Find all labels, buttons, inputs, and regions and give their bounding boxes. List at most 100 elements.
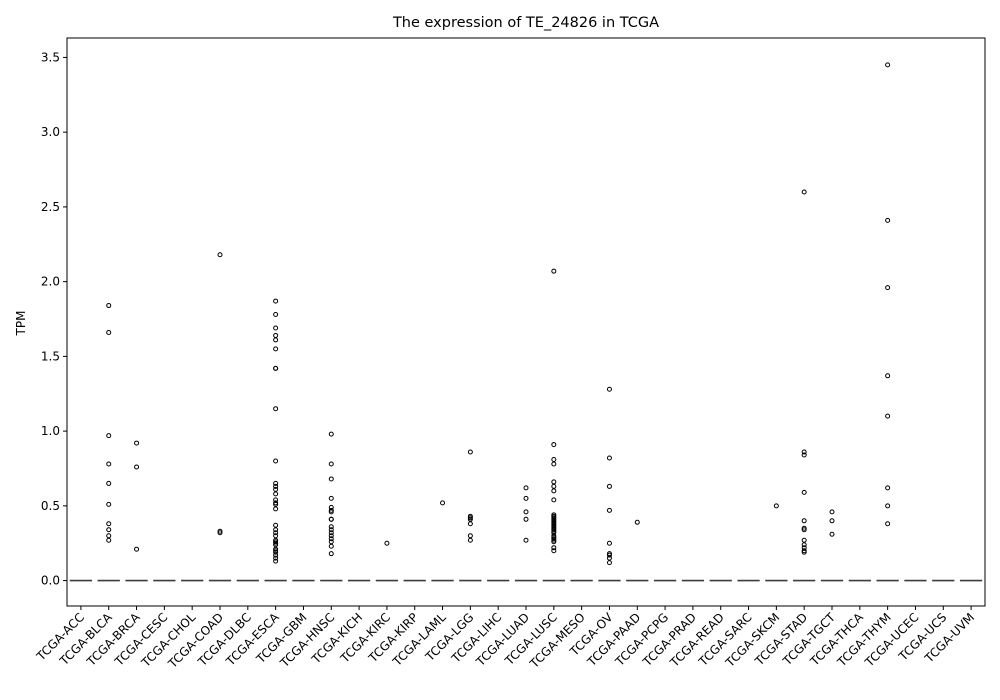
y-tick-label: 3.0: [41, 125, 60, 139]
outlier-point: [801, 452, 807, 458]
outlier-point: [328, 509, 334, 515]
outlier-point: [801, 489, 807, 495]
outlier-point: [273, 346, 279, 352]
outlier-point: [551, 461, 557, 467]
y-tick-label: 0.0: [41, 574, 60, 588]
outlier-point: [801, 449, 807, 455]
outlier-point: [440, 500, 446, 506]
outlier-point: [606, 560, 612, 566]
outlier-point: [885, 413, 891, 419]
y-tick-label: 1.0: [41, 424, 60, 438]
outlier-point: [273, 480, 279, 486]
outlier-point: [551, 488, 557, 494]
outlier-point: [384, 540, 390, 546]
outlier-point: [273, 483, 279, 489]
outlier-point: [467, 537, 473, 543]
outlier-point: [328, 530, 334, 536]
outlier-point: [134, 440, 140, 446]
outlier-point: [273, 325, 279, 331]
outlier-point: [523, 495, 529, 501]
outlier-point: [551, 548, 557, 554]
outlier-point: [885, 285, 891, 291]
outlier-point: [106, 433, 112, 439]
outlier-point: [106, 527, 112, 533]
outlier-point: [273, 527, 279, 533]
y-tick-label: 1.5: [41, 349, 60, 363]
outlier-point: [273, 406, 279, 412]
outlier-point: [134, 464, 140, 470]
outlier-point: [606, 483, 612, 489]
outlier-point: [801, 518, 807, 524]
outlier-point: [885, 485, 891, 491]
outlier-point: [551, 539, 557, 545]
outlier-point: [328, 516, 334, 522]
outlier-point: [773, 503, 779, 509]
outlier-point: [801, 542, 807, 548]
outlier-point: [885, 503, 891, 509]
outlier-point: [606, 540, 612, 546]
outlier-point: [273, 549, 279, 555]
outlier-point: [885, 373, 891, 379]
outlier-point: [328, 431, 334, 437]
outlier-point: [106, 521, 112, 527]
outlier-point: [328, 524, 334, 530]
outlier-point: [467, 449, 473, 455]
outlier-point: [273, 458, 279, 464]
outlier-point: [885, 62, 891, 68]
outlier-point: [273, 298, 279, 304]
y-tick-label: 2.0: [41, 275, 60, 289]
outlier-point: [273, 365, 279, 371]
outlier-point: [328, 543, 334, 549]
outlier-point: [885, 521, 891, 527]
outlier-point: [328, 461, 334, 467]
outlier-point: [551, 497, 557, 503]
outlier-point: [328, 551, 334, 557]
outlier-point: [217, 252, 223, 258]
outlier-point: [606, 552, 612, 558]
outlier-point: [801, 549, 807, 555]
outlier-point: [217, 530, 223, 536]
outlier-point: [328, 495, 334, 501]
outlier-point: [273, 506, 279, 512]
outlier-point: [467, 521, 473, 527]
outlier-point: [273, 555, 279, 561]
y-tick-label: 2.5: [41, 200, 60, 214]
outlier-point: [106, 480, 112, 486]
outlier-point: [328, 536, 334, 542]
outlier-point: [273, 337, 279, 343]
outlier-point: [801, 189, 807, 195]
outlier-point: [551, 268, 557, 274]
outlier-point: [106, 501, 112, 507]
outlier-point: [273, 312, 279, 318]
outlier-point: [634, 519, 640, 525]
outlier-point: [829, 518, 835, 524]
outlier-point: [328, 476, 334, 482]
y-tick-label: 3.5: [41, 50, 60, 64]
y-tick-label: 0.5: [41, 499, 60, 513]
outlier-point: [273, 491, 279, 497]
outlier-point: [273, 552, 279, 558]
outlier-point: [606, 507, 612, 513]
outlier-point: [523, 516, 529, 522]
outlier-point: [523, 485, 529, 491]
outlier-point: [106, 303, 112, 309]
chart-title: The expression of TE_24826 in TCGA: [392, 15, 659, 31]
outlier-point: [606, 386, 612, 392]
outlier-point: [106, 537, 112, 543]
outlier-point: [328, 527, 334, 533]
outlier-point: [829, 509, 835, 515]
outlier-point: [551, 545, 557, 551]
outlier-point: [328, 533, 334, 539]
outlier-point: [551, 442, 557, 448]
outlier-point: [801, 527, 807, 533]
outlier-point: [273, 558, 279, 564]
outlier-point: [606, 455, 612, 461]
y-axis-label: TPM: [14, 311, 28, 337]
outlier-point: [829, 531, 835, 537]
outlier-point: [106, 329, 112, 335]
outlier-point: [523, 537, 529, 543]
plot-frame: [66, 37, 986, 607]
outlier-point: [134, 546, 140, 552]
